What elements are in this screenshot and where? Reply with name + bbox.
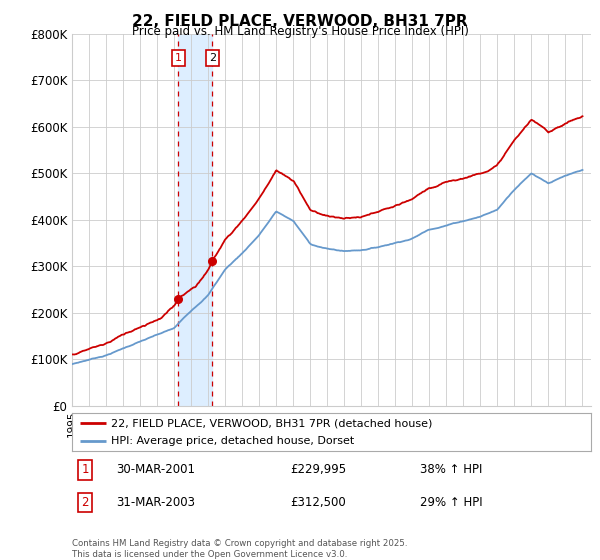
Text: 2: 2	[81, 496, 89, 509]
Text: 31-MAR-2003: 31-MAR-2003	[116, 496, 195, 509]
Text: Price paid vs. HM Land Registry's House Price Index (HPI): Price paid vs. HM Land Registry's House …	[131, 25, 469, 38]
Text: 22, FIELD PLACE, VERWOOD, BH31 7PR: 22, FIELD PLACE, VERWOOD, BH31 7PR	[132, 14, 468, 29]
Text: HPI: Average price, detached house, Dorset: HPI: Average price, detached house, Dors…	[111, 436, 354, 446]
Bar	[178, 34, 212, 406]
Text: 1: 1	[81, 464, 89, 477]
Text: 30-MAR-2001: 30-MAR-2001	[116, 464, 195, 477]
Text: £312,500: £312,500	[290, 496, 346, 509]
Text: 2: 2	[209, 53, 216, 63]
Text: 22, FIELD PLACE, VERWOOD, BH31 7PR (detached house): 22, FIELD PLACE, VERWOOD, BH31 7PR (deta…	[111, 418, 432, 428]
Text: 38% ↑ HPI: 38% ↑ HPI	[420, 464, 482, 477]
Text: £229,995: £229,995	[290, 464, 346, 477]
Text: Contains HM Land Registry data © Crown copyright and database right 2025.
This d: Contains HM Land Registry data © Crown c…	[72, 539, 407, 559]
Text: 1: 1	[175, 53, 182, 63]
Text: 29% ↑ HPI: 29% ↑ HPI	[420, 496, 482, 509]
